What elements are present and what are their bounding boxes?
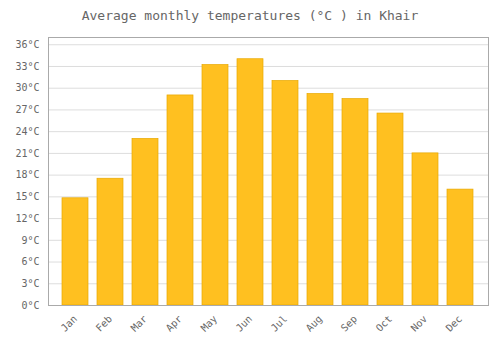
svg-text:Aug: Aug [304, 313, 325, 334]
svg-text:Nov: Nov [409, 313, 430, 334]
svg-text:36°C: 36°C [15, 39, 39, 50]
svg-text:21°C: 21°C [15, 148, 39, 159]
svg-text:Feb: Feb [94, 313, 115, 334]
svg-text:Dec: Dec [444, 313, 465, 334]
svg-text:Mar: Mar [129, 313, 150, 334]
svg-text:18°C: 18°C [15, 169, 39, 180]
svg-text:Jan: Jan [59, 313, 80, 334]
svg-text:30°C: 30°C [15, 82, 39, 93]
svg-text:May: May [199, 313, 220, 334]
svg-text:24°C: 24°C [15, 126, 39, 137]
svg-text:12°C: 12°C [15, 213, 39, 224]
svg-text:Oct: Oct [374, 313, 395, 334]
svg-text:3°C: 3°C [21, 278, 39, 289]
svg-text:Jun: Jun [234, 313, 255, 334]
html-text:Average monthly temperatures (: Average monthly temperatures (°C ) in Kh… [81, 8, 419, 23]
svg-text:Sep: Sep [339, 313, 360, 334]
svg-text:0°C: 0°C [21, 300, 39, 311]
svg-text:27°C: 27°C [15, 104, 39, 115]
svg-text:6°C: 6°C [21, 256, 39, 267]
svg-text:33°C: 33°C [15, 61, 39, 72]
svg-text:15°C: 15°C [15, 191, 39, 202]
svg-text:9°C: 9°C [21, 235, 39, 246]
svg-text:Apr: Apr [164, 313, 185, 334]
svg-text:Jul: Jul [269, 313, 290, 334]
